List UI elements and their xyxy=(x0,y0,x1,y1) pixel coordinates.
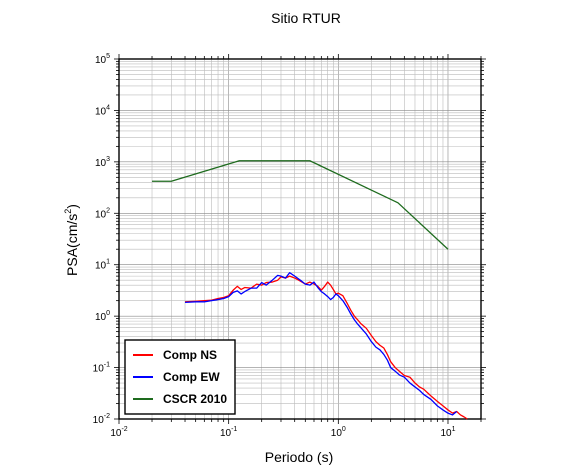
y-tick-exp: 3 xyxy=(106,156,110,163)
x-tick-label: 10-2 xyxy=(110,426,127,439)
y-tick-exp: -2 xyxy=(104,413,110,420)
y-tick-exp: 2 xyxy=(106,207,110,214)
y-tick-exp: 5 xyxy=(106,53,110,60)
x-tick-exp: 1 xyxy=(452,426,456,433)
y-axis-label: PSA(cm/s2) xyxy=(63,204,80,276)
y-tick-exp: 4 xyxy=(106,104,110,111)
series-line-2 xyxy=(152,160,449,250)
y-tick-base: 10 xyxy=(95,55,107,66)
y-tick-label: 101 xyxy=(95,259,110,272)
y-tick-label: 105 xyxy=(95,53,110,66)
y-tick-label: 103 xyxy=(95,156,110,169)
y-tick-label: 102 xyxy=(95,207,110,220)
x-tick-base: 10 xyxy=(440,428,452,439)
x-tick-exp: 0 xyxy=(342,426,346,433)
y-tick-base: 10 xyxy=(95,209,107,220)
legend-entry-0: Comp NS xyxy=(163,348,217,362)
y-tick-base: 10 xyxy=(93,415,105,426)
series-line-0 xyxy=(184,275,468,420)
y-tick-label: 100 xyxy=(95,310,110,323)
y-tick-base: 10 xyxy=(95,261,107,272)
plot-border xyxy=(118,58,482,420)
chart-title: Sitio RTUR xyxy=(271,10,341,26)
x-tick-exp: -1 xyxy=(231,426,237,433)
y-tick-label: 10-1 xyxy=(93,362,110,375)
y-axis-label-sup: 2 xyxy=(63,209,73,214)
x-tick-label: 101 xyxy=(440,426,455,439)
y-tick-exp: 1 xyxy=(106,259,110,266)
legend-entry-1: Comp EW xyxy=(163,370,220,384)
plot-frame xyxy=(114,54,486,424)
legend: Comp NS Comp EW CSCR 2010 xyxy=(124,339,236,415)
series-line-1 xyxy=(184,272,458,416)
y-tick-label: 10-2 xyxy=(93,413,110,426)
x-tick-base: 10 xyxy=(220,428,232,439)
x-axis-ticks: 10-2 10-1 100 101 xyxy=(110,426,455,439)
y-tick-base: 10 xyxy=(95,106,107,117)
x-tick-base: 10 xyxy=(110,428,122,439)
legend-entry-2: CSCR 2010 xyxy=(163,392,227,406)
y-tick-exp: -1 xyxy=(104,362,110,369)
y-axis-label-close: ) xyxy=(64,204,80,209)
y-axis-label-main: PSA(cm/s xyxy=(64,214,80,276)
x-tick-label: 100 xyxy=(331,426,346,439)
y-tick-exp: 0 xyxy=(106,310,110,317)
y-tick-base: 10 xyxy=(93,364,105,375)
y-tick-base: 10 xyxy=(95,158,107,169)
y-tick-base: 10 xyxy=(95,312,107,323)
x-tick-label: 10-1 xyxy=(220,426,237,439)
grid xyxy=(118,58,482,420)
x-tick-exp: -2 xyxy=(121,426,127,433)
y-tick-label: 104 xyxy=(95,104,110,117)
x-tick-base: 10 xyxy=(331,428,343,439)
series-group xyxy=(152,160,468,420)
x-axis-label: Periodo (s) xyxy=(265,449,333,465)
